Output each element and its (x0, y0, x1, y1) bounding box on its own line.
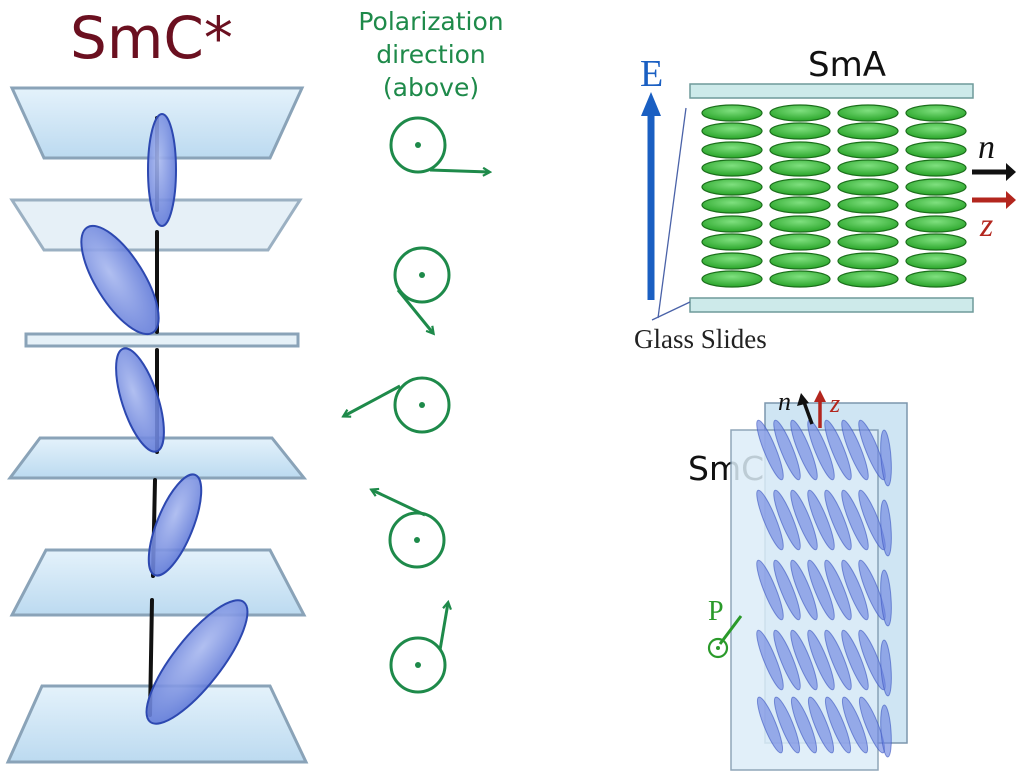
layer-plate-3 (24, 332, 300, 348)
polarization-panel: Polarization direction (above) (344, 7, 504, 694)
sma-n-label: n (978, 129, 995, 166)
polarization-title-line-2: direction (376, 40, 486, 69)
smc-tilted-molecules (756, 419, 892, 758)
polarization-symbol-4 (372, 490, 446, 569)
smc-layer-5 (756, 696, 892, 758)
polarization-symbol-2 (393, 246, 451, 333)
sma-molecule-grid (701, 104, 967, 288)
layer-plate-4 (7, 436, 308, 480)
smc-p-label: P (708, 596, 724, 627)
sma-title: SmA (808, 45, 886, 85)
smc-star-title: SmC* (70, 4, 233, 72)
layer-plate-5 (9, 548, 307, 617)
smc-star-panel: SmC* (5, 4, 309, 764)
molecule-layer-1 (147, 113, 177, 227)
sma-n-arrow-head (1006, 163, 1016, 181)
sma-column-2 (769, 104, 831, 288)
polarization-symbol-3 (344, 376, 451, 434)
smc-layer-3 (756, 559, 892, 627)
polarization-symbols (344, 116, 489, 694)
smc-p-arrow (718, 615, 743, 645)
sma-column-4 (905, 104, 967, 288)
sma-panel: SmA E (634, 45, 1016, 354)
smc-p-dot (716, 646, 720, 650)
smc-n-label: n (778, 387, 791, 416)
field-label: E (640, 53, 663, 95)
smc-p-circle (707, 637, 729, 659)
smc-star-molecules (80, 113, 249, 725)
smc-z-label: z (829, 389, 840, 418)
glass-leader-top (657, 107, 687, 319)
smc-layer-1 (756, 419, 892, 487)
molecule-layer-2 (80, 224, 160, 336)
smc-z-arrow-head (814, 390, 826, 402)
smc-panel: SmC (688, 387, 908, 771)
polarization-symbol-5 (389, 603, 448, 694)
smc-layer-4 (756, 629, 892, 697)
molecule-layer-3 (115, 347, 165, 453)
sma-column-3 (837, 104, 899, 288)
glass-slides-label: Glass Slides (634, 324, 767, 354)
sma-column-1 (701, 104, 763, 288)
polarization-title-line-1: Polarization (358, 7, 503, 36)
glass-slide-bottom (689, 297, 974, 313)
polarization-title-line-3: (above) (383, 73, 479, 102)
smc-layer-2 (756, 489, 892, 557)
glass-slide-top (689, 83, 974, 99)
smc-n-arrow-head (797, 393, 809, 406)
field-arrow-head (641, 92, 661, 116)
smc-n-arrow (802, 401, 814, 425)
sma-z-arrow-head (1006, 191, 1016, 209)
molecule-layer-4 (147, 473, 203, 577)
sma-z-label: z (979, 207, 993, 244)
molecule-layer-5 (145, 599, 249, 725)
glass-leader-bottom (651, 301, 691, 321)
polarization-symbol-1 (389, 116, 489, 172)
